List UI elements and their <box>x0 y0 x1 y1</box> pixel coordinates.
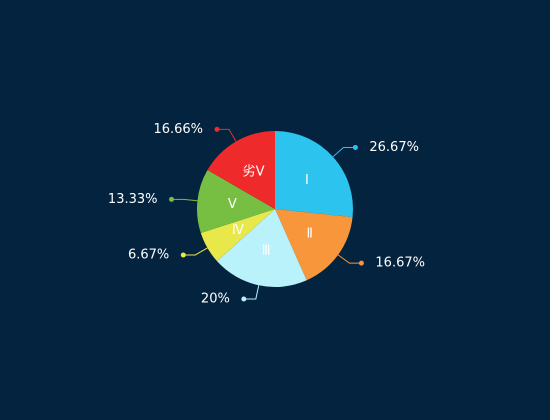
slice-label: Ⅲ <box>262 243 271 258</box>
pie-slice <box>275 131 353 218</box>
leader-dot <box>169 196 175 202</box>
pie-slice <box>207 131 275 209</box>
slice-label: Ⅱ <box>306 227 312 242</box>
slice-label: 劣Ⅴ <box>243 164 265 179</box>
leader-dot <box>180 252 186 258</box>
pie-slice <box>275 209 353 281</box>
leader-dot <box>214 126 220 132</box>
slice-label: Ⅰ <box>305 173 309 188</box>
slice-label: Ⅳ <box>232 223 244 238</box>
value-label: 26.67% <box>369 140 419 155</box>
value-label: 13.33% <box>108 192 158 207</box>
leader-line <box>337 254 362 264</box>
value-label: 6.67% <box>128 247 169 262</box>
leader-line <box>171 198 198 202</box>
leader-line <box>332 146 356 158</box>
leader-dot <box>358 260 364 266</box>
leader-dot <box>241 296 247 302</box>
pie-slice <box>217 209 307 288</box>
leader-line <box>243 285 260 300</box>
leader-line <box>183 247 208 256</box>
value-label: 16.67% <box>375 256 425 271</box>
value-label: 16.66% <box>153 122 203 137</box>
leader-dot <box>352 144 358 150</box>
pie-slice <box>197 169 275 234</box>
value-label: 20% <box>201 291 230 306</box>
pie-slice <box>200 209 275 262</box>
slice-label: Ⅴ <box>228 197 237 212</box>
leader-line <box>217 128 237 142</box>
